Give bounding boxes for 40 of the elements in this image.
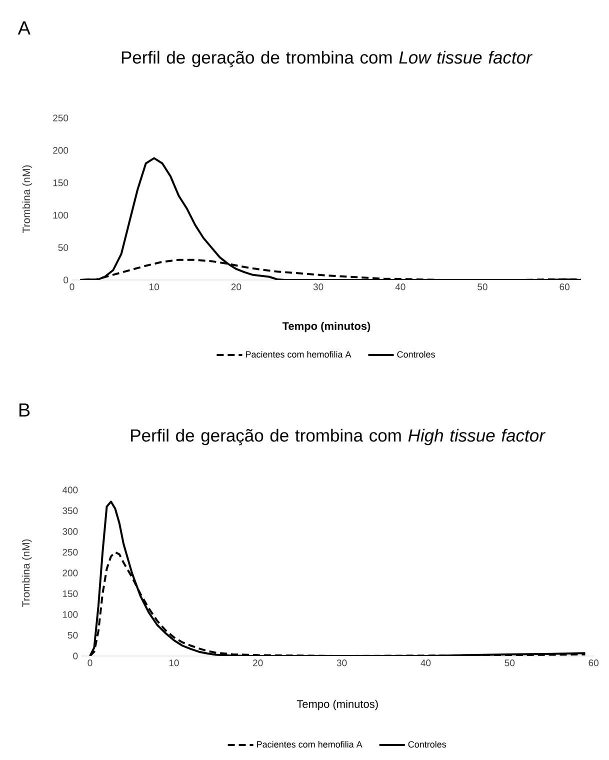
x-tick-label: 60 bbox=[560, 284, 570, 290]
y-tick-label: 250 bbox=[53, 114, 68, 122]
y-tick-label: 50 bbox=[68, 632, 78, 639]
y-tick-label: 0 bbox=[64, 276, 68, 284]
y-tick-label: 300 bbox=[62, 528, 78, 535]
legend-label: Controles bbox=[397, 351, 435, 358]
x-tick-label: 40 bbox=[395, 284, 406, 290]
y-tick-label: 400 bbox=[62, 486, 78, 494]
legend-label: Pacientes com hemofilia A bbox=[257, 740, 362, 748]
y-tick-label: 350 bbox=[62, 507, 78, 514]
y-tick-label: 250 bbox=[62, 548, 78, 556]
x-tick-label: 60 bbox=[588, 660, 599, 666]
x-tick-label: 10 bbox=[150, 284, 159, 290]
chart-title: Perfil de geração de trombina com High tissue factor bbox=[131, 428, 546, 446]
x-tick-label: 30 bbox=[336, 660, 347, 666]
chart-title: Perfil de geração de trombina com Low tissue factor bbox=[122, 50, 532, 68]
x-axis-title: Tempo (minutos) bbox=[282, 322, 370, 332]
x-tick-label: 40 bbox=[420, 660, 431, 666]
y-tick-label: 150 bbox=[62, 590, 78, 598]
y-tick-label: 150 bbox=[53, 179, 68, 186]
y-tick-label: 200 bbox=[53, 147, 68, 154]
y-axis-title: Trombina (nM) bbox=[22, 165, 32, 233]
x-tick-label: 0 bbox=[88, 660, 92, 666]
legend-label: Pacientes com hemofilia A bbox=[246, 351, 352, 358]
y-tick-label: 100 bbox=[62, 611, 78, 618]
text: B bbox=[19, 403, 30, 417]
legend-label: Controles bbox=[408, 740, 446, 748]
y-tick-label: 0 bbox=[73, 652, 78, 660]
y-axis-title: Trombina (nM) bbox=[22, 539, 32, 607]
text: A bbox=[18, 21, 30, 34]
x-tick-label: 50 bbox=[504, 660, 515, 666]
x-tick-label: 20 bbox=[231, 284, 242, 290]
y-tick-label: 100 bbox=[53, 212, 68, 219]
x-tick-label: 20 bbox=[253, 660, 263, 666]
x-tick-label: 10 bbox=[169, 660, 179, 666]
x-tick-label: 50 bbox=[478, 284, 488, 290]
y-tick-label: 50 bbox=[58, 244, 68, 251]
x-tick-label: 30 bbox=[313, 284, 324, 290]
x-axis-title: Tempo (minutos) bbox=[296, 700, 378, 710]
y-tick-label: 200 bbox=[62, 570, 78, 576]
